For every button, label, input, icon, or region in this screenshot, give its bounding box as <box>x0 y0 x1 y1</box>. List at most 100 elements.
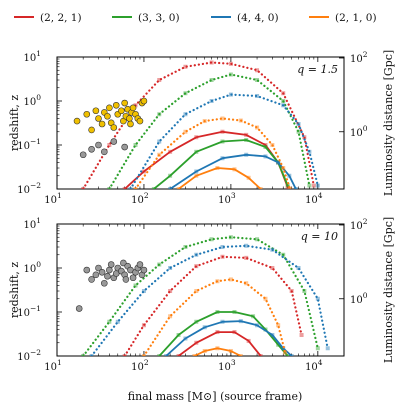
data-marker <box>325 346 330 351</box>
data-marker <box>157 152 162 157</box>
data-marker <box>215 279 220 284</box>
series-dotted <box>90 244 329 356</box>
data-marker <box>238 118 243 123</box>
event-point <box>101 148 108 156</box>
series-solid <box>158 311 289 356</box>
data-marker <box>255 237 260 242</box>
data-marker <box>289 354 294 356</box>
data-marker <box>228 61 233 66</box>
data-marker <box>255 78 260 83</box>
x-tick-label: 104 <box>305 358 323 373</box>
data-marker <box>89 354 94 356</box>
event-point <box>112 101 120 109</box>
data-marker <box>228 92 233 97</box>
event-point <box>83 110 91 118</box>
event-point <box>110 124 118 131</box>
data-marker <box>141 354 146 356</box>
data-marker <box>215 330 220 335</box>
data-marker <box>157 139 162 144</box>
data-marker <box>141 169 146 174</box>
data-marker <box>133 143 138 147</box>
data-marker <box>281 252 286 257</box>
y2-tick-label: 100 <box>350 291 368 306</box>
y-axis-label: redshift, z <box>8 262 21 319</box>
y-tick-label: 10−2 <box>17 348 41 363</box>
data-marker <box>228 235 233 240</box>
data-marker <box>194 340 199 345</box>
data-marker <box>289 289 294 294</box>
data-marker <box>281 346 286 351</box>
y2-tick-label: 100 <box>350 124 368 139</box>
data-marker <box>192 354 197 356</box>
event-point <box>88 276 95 283</box>
y-tick-label: 10−2 <box>17 181 41 196</box>
series-dotted <box>134 117 292 189</box>
series-dotted <box>108 73 311 189</box>
series-solid <box>165 320 293 356</box>
data-marker <box>157 354 162 356</box>
event-point <box>106 266 113 274</box>
x-tick-label: 104 <box>305 191 323 206</box>
data-marker <box>133 103 138 108</box>
data-marker <box>168 149 173 154</box>
data-marker <box>183 64 188 69</box>
data-marker <box>258 354 263 356</box>
series-dotted <box>82 236 319 356</box>
event-point <box>136 261 144 268</box>
data-marker <box>311 183 316 188</box>
data-marker <box>281 103 286 108</box>
series-solid <box>169 153 297 189</box>
x-tick-label: 101 <box>44 191 62 206</box>
data-marker <box>238 319 243 324</box>
event-point <box>95 264 102 272</box>
data-marker <box>238 354 243 356</box>
data-marker <box>281 91 286 96</box>
x-tick-label: 102 <box>131 358 149 373</box>
data-marker <box>244 243 249 248</box>
data-marker <box>246 338 251 343</box>
data-marker <box>168 266 173 270</box>
data-marker <box>263 296 268 301</box>
data-marker <box>183 129 188 134</box>
legend-label: (2, 1, 0) <box>335 12 377 24</box>
y2-tick-label: 102 <box>350 50 368 65</box>
data-marker <box>220 156 225 161</box>
data-marker <box>244 281 249 286</box>
data-marker <box>209 78 214 83</box>
data-marker <box>287 173 292 178</box>
data-marker <box>81 187 86 189</box>
data-marker <box>194 252 199 257</box>
event-point <box>126 115 133 122</box>
data-marker <box>164 354 169 356</box>
event-point <box>127 120 134 128</box>
data-marker <box>296 129 301 134</box>
data-marker <box>270 143 275 147</box>
data-marker <box>183 336 188 341</box>
data-marker <box>302 289 307 294</box>
data-marker <box>288 187 293 189</box>
event-point <box>121 99 128 107</box>
event-point <box>110 138 118 145</box>
event-point <box>106 104 113 112</box>
data-marker <box>141 289 146 294</box>
data-marker <box>168 314 173 319</box>
data-marker <box>122 354 127 356</box>
series-solid <box>177 167 262 189</box>
data-marker <box>194 319 199 324</box>
data-marker <box>281 99 286 103</box>
data-marker <box>220 254 225 259</box>
data-marker <box>81 354 86 356</box>
data-marker <box>307 149 312 154</box>
data-marker <box>244 255 249 260</box>
data-marker <box>107 319 112 324</box>
series-dotted <box>129 93 319 189</box>
data-marker <box>228 277 233 282</box>
x-tick-label: 103 <box>218 191 236 206</box>
event-point <box>98 120 106 128</box>
event-point <box>104 112 111 120</box>
data-marker <box>276 323 281 328</box>
data-marker <box>128 187 133 189</box>
data-marker <box>220 139 225 144</box>
data-marker <box>194 149 199 154</box>
data-marker <box>255 93 260 98</box>
